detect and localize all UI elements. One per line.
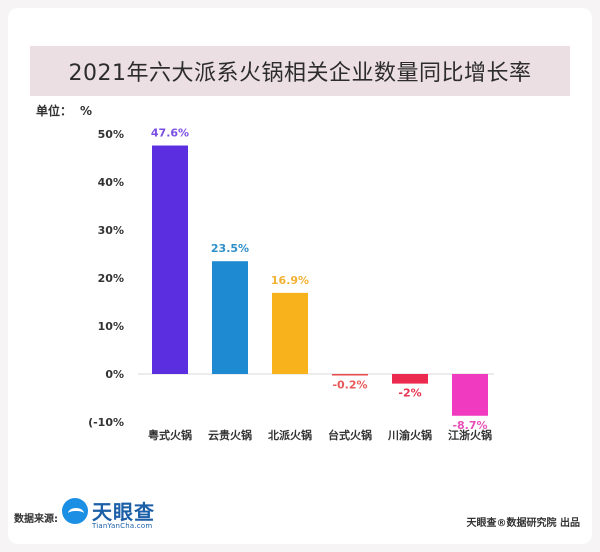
y-tick-label: 50% bbox=[98, 128, 124, 141]
y-axis: 50% 40% 30% 20% 10% 0% (-10% bbox=[88, 128, 494, 429]
unit-label-text: 单位： bbox=[36, 104, 73, 118]
footer-credit: 天眼查®数据研究院 出品 bbox=[466, 518, 580, 529]
bars bbox=[152, 145, 488, 416]
value-label: -8.7% bbox=[452, 419, 487, 432]
category-label: 北派火锅 bbox=[268, 428, 312, 442]
footer-source-label: 数据来源: bbox=[14, 514, 58, 525]
bar-4 bbox=[392, 374, 428, 384]
bar-5 bbox=[452, 374, 488, 416]
category-label: 台式火锅 bbox=[328, 428, 372, 442]
logo-url: TianYanCha.com bbox=[92, 522, 153, 530]
unit-symbol: % bbox=[80, 104, 93, 118]
category-label: 川渝火锅 bbox=[387, 428, 432, 442]
y-tick-label: 40% bbox=[98, 176, 124, 189]
bar-0 bbox=[152, 145, 188, 374]
value-labels: 47.6% 23.5% 16.9% -0.2% -2% -8.7% bbox=[151, 127, 488, 432]
value-label: -2% bbox=[398, 387, 421, 400]
y-tick-label: 10% bbox=[98, 320, 124, 333]
chart-card bbox=[8, 8, 592, 544]
y-tick-label: 20% bbox=[98, 272, 124, 285]
category-label: 云贵火锅 bbox=[208, 428, 252, 442]
tianyancha-logo: 天眼查 TianYanCha.com bbox=[62, 494, 172, 534]
value-label: 47.6% bbox=[151, 127, 189, 140]
tianyancha-logo-mark-icon bbox=[62, 498, 88, 524]
y-tick-label: 0% bbox=[105, 368, 124, 381]
category-label: 粤式火锅 bbox=[148, 428, 192, 442]
value-label: 16.9% bbox=[271, 274, 309, 287]
y-tick-label: 30% bbox=[98, 224, 124, 237]
chart-title: 2021年六大派系火锅相关企业数量同比增长率 bbox=[68, 61, 532, 86]
bar-2 bbox=[272, 292, 308, 374]
y-tick-label: (-10% bbox=[88, 416, 124, 429]
category-label: 江浙火锅 bbox=[448, 428, 492, 442]
unit-label: 单位：% bbox=[36, 102, 100, 119]
bar-1 bbox=[212, 261, 248, 374]
bar-3 bbox=[332, 374, 368, 376]
x-axis-labels: 粤式火锅 云贵火锅 北派火锅 台式火锅 川渝火锅 江浙火锅 bbox=[148, 428, 492, 442]
title-bar: 2021年六大派系火锅相关企业数量同比增长率 bbox=[30, 46, 570, 96]
logo-name: 天眼查 bbox=[92, 500, 155, 524]
value-label: -0.2% bbox=[332, 379, 367, 392]
value-label: 23.5% bbox=[211, 242, 249, 255]
